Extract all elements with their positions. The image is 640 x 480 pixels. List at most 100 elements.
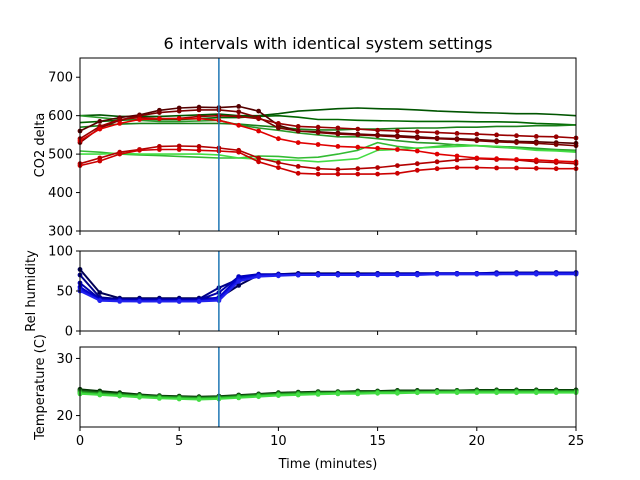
co2-red-series-point bbox=[335, 171, 341, 177]
temperature-series-point bbox=[256, 394, 261, 400]
co2-red-series-point bbox=[117, 121, 123, 126]
co2-red-series-point bbox=[256, 128, 261, 134]
co2-red-series-point bbox=[157, 116, 162, 122]
co2-panel: 300 400 500 600 700 CO2 delta bbox=[33, 57, 579, 240]
humidity-series-point bbox=[295, 272, 301, 278]
temperature-ylabel: Temperature (C) bbox=[33, 334, 48, 441]
humidity-series-point bbox=[414, 272, 420, 278]
co2-red-series-point bbox=[514, 140, 519, 146]
temperature-series-line-5 bbox=[79, 391, 576, 401]
humidity-series-point bbox=[533, 271, 539, 277]
co2-red-series-point bbox=[335, 131, 341, 137]
co2-red-series-point bbox=[315, 142, 321, 147]
co2-red-series-point bbox=[137, 147, 142, 153]
x-tick-label: 5 bbox=[175, 434, 183, 449]
co2-red-series-point bbox=[117, 117, 123, 122]
co2-ylabel: CO2 delta bbox=[33, 113, 48, 178]
co2-red-series-point bbox=[276, 165, 281, 171]
x-tick-label: 25 bbox=[568, 434, 585, 449]
co2-red-series-point bbox=[474, 138, 480, 144]
temperature-series-point bbox=[414, 390, 420, 396]
co2-red-series-point bbox=[335, 144, 341, 149]
co2-red-series-point bbox=[494, 139, 499, 145]
humidity-series-point bbox=[375, 272, 380, 278]
temperature-series-point bbox=[236, 395, 242, 401]
co2-red-series-point bbox=[454, 153, 460, 159]
co2-red-series-point bbox=[533, 157, 539, 163]
humidity-series-point bbox=[176, 299, 182, 304]
co2-red-series-point bbox=[276, 121, 281, 126]
co2-red-series-point bbox=[375, 133, 380, 139]
humidity-series-point bbox=[236, 279, 242, 284]
co2-red-series-point bbox=[315, 130, 321, 136]
co2-green-series-line-5 bbox=[80, 144, 577, 163]
co2-red-series-point bbox=[494, 132, 499, 138]
humidity-series-point bbox=[315, 272, 321, 278]
temperature-series-point bbox=[276, 393, 281, 398]
co2-red-series-point bbox=[395, 170, 400, 176]
co2-red-series-point bbox=[375, 171, 380, 177]
co2-red-series-point bbox=[414, 135, 420, 141]
co2-red-series-point bbox=[276, 160, 281, 166]
temperature-series-point bbox=[137, 394, 142, 400]
co2-red-series-point bbox=[553, 166, 559, 172]
co2-red-series-point bbox=[355, 171, 361, 177]
humidity-frame bbox=[79, 250, 577, 332]
co2-red-series-point bbox=[196, 147, 202, 153]
co2-red-series-point bbox=[315, 166, 321, 172]
co2-red-series-point bbox=[414, 161, 420, 167]
humidity-series-point bbox=[97, 290, 103, 295]
temperature-series-point bbox=[97, 392, 103, 398]
humidity-y-ticks: 0 50 100 bbox=[48, 245, 80, 340]
co2-red-series-point bbox=[295, 164, 301, 169]
co2-red-series-point bbox=[375, 145, 380, 151]
y-tick-label: 50 bbox=[56, 285, 73, 300]
co2-red-series-point bbox=[514, 133, 519, 139]
co2-red-series-point bbox=[157, 147, 162, 152]
co2-red-series-point bbox=[295, 140, 301, 146]
temperature-series-point bbox=[474, 390, 480, 396]
co2-green-series-line-2 bbox=[79, 122, 577, 131]
co2-red-series-point bbox=[553, 134, 559, 140]
co2-red-series-line-5 bbox=[79, 117, 577, 163]
y-tick-label: 400 bbox=[48, 186, 73, 201]
co2-red-series-point bbox=[375, 127, 380, 133]
y-tick-label: 20 bbox=[56, 409, 73, 424]
x-tick-label: 15 bbox=[369, 434, 386, 449]
co2-red-series-point bbox=[355, 166, 361, 172]
co2-red-series-point bbox=[355, 144, 361, 150]
co2-red-series-point bbox=[474, 155, 480, 161]
temperature-series-point bbox=[454, 390, 460, 396]
co2-red-series-point bbox=[295, 124, 301, 129]
humidity-series-line-4 bbox=[79, 272, 576, 303]
humidity-series-point bbox=[454, 271, 460, 277]
co2-red-series-point bbox=[395, 134, 400, 140]
temperature-series-point bbox=[434, 390, 440, 396]
humidity-series-point bbox=[395, 272, 400, 278]
co2-red-series-line-0 bbox=[79, 105, 577, 145]
co2-plot-area bbox=[77, 58, 579, 231]
co2-red-series-point bbox=[276, 136, 281, 142]
temperature-plot-area bbox=[77, 347, 579, 427]
co2-red-series-point bbox=[97, 119, 103, 124]
temperature-series-point bbox=[196, 397, 202, 402]
x-tick-label: 10 bbox=[270, 434, 287, 449]
co2-red-series-point bbox=[434, 130, 440, 136]
temperature-series-point bbox=[315, 392, 321, 397]
co2-red-series-point bbox=[176, 108, 182, 114]
temperature-series-point bbox=[117, 393, 123, 399]
co2-red-series-point bbox=[236, 122, 242, 128]
co2-red-series-point bbox=[454, 131, 460, 136]
co2-red-series-point bbox=[514, 157, 519, 162]
co2-red-series-point bbox=[434, 151, 440, 157]
co2-red-series-point bbox=[137, 117, 142, 122]
co2-red-series-point bbox=[295, 170, 301, 176]
temperature-series-point bbox=[494, 390, 499, 396]
x-tick-label: 0 bbox=[76, 434, 84, 449]
co2-red-series-point bbox=[454, 165, 460, 171]
humidity-series-point bbox=[355, 272, 361, 278]
co2-red-series-point bbox=[295, 128, 301, 134]
y-tick-label: 100 bbox=[48, 245, 73, 260]
co2-red-series-point bbox=[414, 148, 420, 154]
